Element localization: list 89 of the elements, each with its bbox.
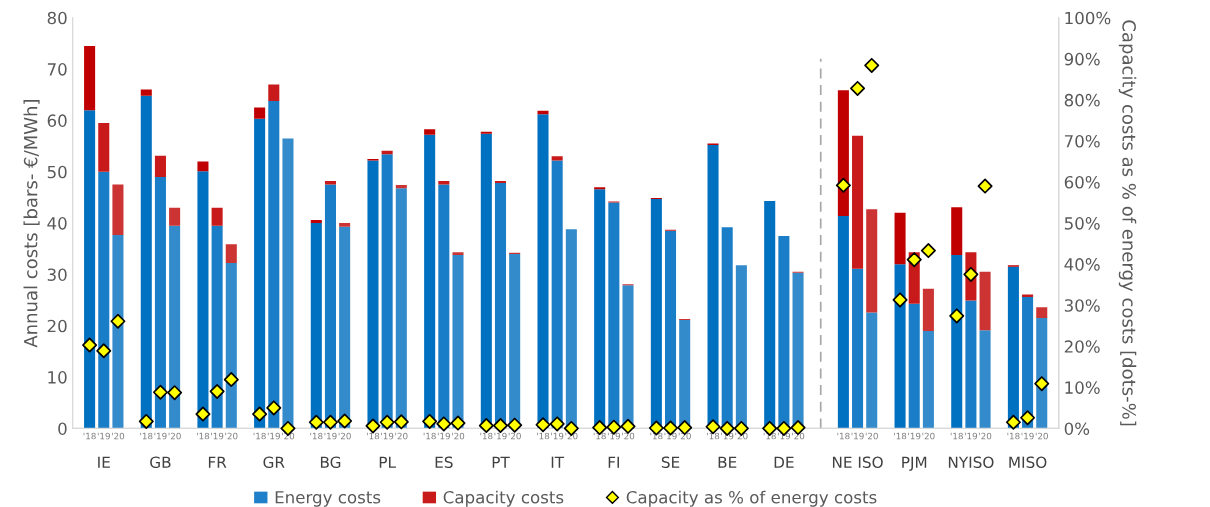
y-tick-label: 10 (48, 371, 67, 384)
x-tick-label: '20 (508, 432, 521, 440)
x-tick-label: '20 (338, 432, 351, 440)
x-tick-label: '19 (154, 432, 167, 440)
x-tick-label: '19 (664, 432, 677, 440)
y2-tick-label: 100% (1065, 11, 1111, 25)
text: NE ISO (832, 456, 883, 469)
x-tick-label: '20 (225, 432, 238, 440)
legend-label: Energy costs (275, 491, 381, 507)
y2-tick-label: 80% (1064, 93, 1100, 107)
y-tick-label: 60 (47, 114, 67, 127)
x-tick-label: '18 (950, 432, 963, 440)
x-tick-label: '19 (908, 432, 921, 440)
x-tick-label: '18 (894, 432, 907, 440)
y2-tick-label: 10% (1065, 381, 1100, 394)
y2-tick-label: 70% (1064, 134, 1100, 148)
x-tick-label: '20 (168, 432, 181, 440)
y2-tick-label: 0% (1064, 422, 1090, 435)
text: FR (208, 456, 227, 468)
y-tick-label: 30 (47, 268, 67, 281)
x-tick-label: '18 (537, 432, 550, 440)
x-tick-label: '18 (763, 432, 776, 440)
x-tick-label: '20 (922, 432, 935, 440)
x-tick-label: '18 (480, 432, 493, 440)
x-tick-label: '20 (452, 432, 465, 440)
x-tick-label: '18 (197, 432, 210, 440)
x-tick-label: '19 (494, 432, 507, 440)
text: GB (150, 456, 171, 469)
x-tick-label: '19 (721, 432, 734, 440)
y2-axis-title: Capacity costs as % of energy costs [dots-%] (1118, 20, 1137, 426)
x-tick-label: '18 (1007, 432, 1020, 440)
y2-tick-label: 30% (1064, 299, 1100, 312)
y2-tick-label: 20% (1064, 340, 1100, 353)
x-tick-label: '20 (112, 432, 125, 440)
x-tick-label: '18 (593, 432, 606, 440)
y-tick-label: 0 (58, 422, 67, 435)
y-tick-label: 50 (47, 165, 67, 179)
x-tick-label: '20 (792, 432, 805, 440)
x-tick-label: '18 (310, 432, 323, 440)
x-tick-label: '20 (395, 432, 408, 440)
text: BG (320, 456, 341, 469)
x-tick-label: '19 (964, 432, 978, 440)
x-tick-label: '20 (622, 432, 635, 440)
text: PT (492, 456, 510, 468)
x-tick-label: '19 (1021, 432, 1034, 440)
x-tick-label: '20 (979, 432, 992, 440)
y-tick-label: 70 (47, 63, 67, 76)
x-tick-label: '20 (1035, 432, 1048, 440)
text: IE (98, 456, 110, 468)
x-tick-label: '19 (211, 432, 224, 440)
text: FI (608, 456, 619, 468)
x-tick-label: '18 (367, 432, 380, 440)
x-tick-label: '19 (267, 432, 280, 440)
legend-label: Capacity costs (443, 490, 564, 507)
x-tick-label: '18 (140, 432, 153, 440)
text: PJM (902, 456, 927, 471)
x-tick-label: '18 (707, 432, 720, 440)
y2-tick-label: 40% (1064, 258, 1100, 271)
y-tick-label: 80 (47, 11, 67, 25)
x-tick-label: '19 (551, 432, 564, 440)
y-tick-label: 40 (47, 217, 67, 230)
x-tick-label: '18 (423, 432, 436, 440)
y-tick-label: 20 (47, 319, 67, 333)
x-tick-label: '19 (437, 432, 450, 440)
text: MISO (1009, 456, 1047, 469)
x-tick-label: '20 (865, 432, 878, 440)
text: PL (379, 456, 396, 468)
y2-tick-label: 90% (1064, 52, 1100, 66)
x-tick-label: '19 (777, 432, 791, 440)
text: SE (661, 456, 680, 469)
x-tick-label: '18 (83, 432, 96, 440)
x-tick-label: '18 (650, 432, 663, 440)
x-tick-label: '19 (381, 432, 394, 440)
y2-tick-label: 50% (1064, 217, 1100, 230)
x-tick-label: '19 (851, 432, 864, 440)
x-tick-label: '18 (837, 432, 850, 440)
legend-label: Capacity as % of energy costs (626, 490, 877, 507)
x-tick-label: '19 (607, 432, 620, 440)
text: NYISO (948, 456, 994, 469)
text: BE (718, 456, 737, 468)
text: IT (551, 456, 565, 468)
x-tick-label: '18 (253, 432, 266, 440)
y-axis-title: Annual costs [bars- €/MWh] (23, 100, 40, 348)
x-tick-label: '19 (97, 432, 110, 440)
y2-tick-label: 60% (1064, 175, 1100, 189)
text: DE (774, 456, 794, 468)
text: GR (263, 456, 285, 469)
x-tick-label: '19 (324, 432, 337, 440)
text: ES (435, 456, 453, 469)
